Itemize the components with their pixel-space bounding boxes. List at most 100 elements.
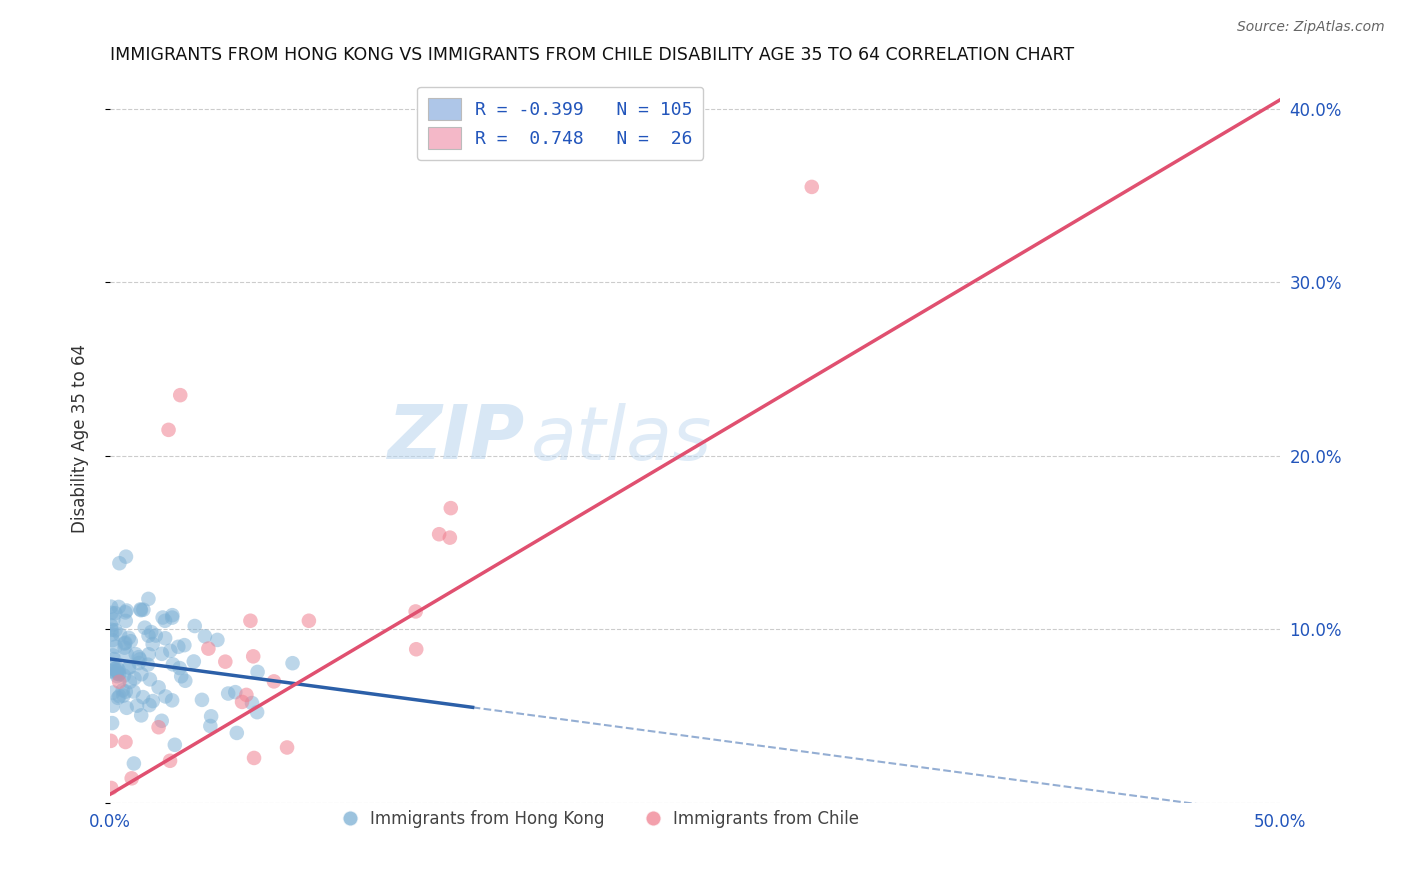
Point xyxy=(162,608,184,623)
Point xyxy=(129,602,152,616)
Y-axis label: Disability Age 35 to 64: Disability Age 35 to 64 xyxy=(72,344,89,533)
Point xyxy=(111,683,134,698)
Point xyxy=(108,674,131,689)
Point xyxy=(100,599,122,614)
Point xyxy=(138,698,160,713)
Point xyxy=(103,613,125,627)
Point xyxy=(108,627,131,641)
Point xyxy=(160,610,183,624)
Point xyxy=(246,665,269,679)
Point xyxy=(159,754,181,768)
Point xyxy=(142,637,165,651)
Point xyxy=(263,674,285,689)
Point xyxy=(405,642,427,657)
Point xyxy=(107,663,129,677)
Point xyxy=(138,591,160,606)
Point xyxy=(104,640,127,654)
Point xyxy=(194,629,217,643)
Point xyxy=(122,756,145,771)
Point xyxy=(105,661,128,675)
Point xyxy=(114,735,136,749)
Point xyxy=(207,632,229,647)
Point xyxy=(107,690,129,705)
Point xyxy=(104,606,127,620)
Point xyxy=(800,180,823,194)
Point xyxy=(118,631,141,645)
Point xyxy=(150,647,173,661)
Point xyxy=(155,690,177,704)
Point xyxy=(114,605,136,619)
Point xyxy=(118,675,141,690)
Point xyxy=(217,687,239,701)
Point xyxy=(129,652,152,666)
Point xyxy=(214,655,236,669)
Point xyxy=(115,603,138,617)
Point xyxy=(114,684,136,698)
Point xyxy=(103,685,125,699)
Point xyxy=(100,618,122,632)
Point xyxy=(118,660,141,674)
Point xyxy=(100,623,122,637)
Point xyxy=(114,636,136,650)
Point xyxy=(131,667,153,681)
Point xyxy=(139,673,162,687)
Point xyxy=(191,693,214,707)
Point xyxy=(122,684,145,698)
Point xyxy=(125,647,148,661)
Point xyxy=(136,657,159,672)
Point xyxy=(100,606,122,620)
Point xyxy=(174,673,197,688)
Point xyxy=(138,647,160,661)
Point xyxy=(120,634,142,648)
Point xyxy=(225,726,247,740)
Point xyxy=(427,527,450,541)
Point xyxy=(105,669,128,683)
Point xyxy=(200,719,222,733)
Point xyxy=(148,720,170,734)
Point xyxy=(101,698,124,713)
Point xyxy=(184,619,207,633)
Point xyxy=(276,740,298,755)
Point xyxy=(224,685,246,699)
Point xyxy=(103,662,125,676)
Point xyxy=(142,694,165,708)
Point xyxy=(101,633,124,648)
Point xyxy=(145,628,167,642)
Point xyxy=(152,610,174,624)
Point xyxy=(107,667,129,681)
Point xyxy=(108,667,131,681)
Point xyxy=(134,621,156,635)
Point xyxy=(100,734,122,748)
Point xyxy=(125,698,148,713)
Point xyxy=(132,603,155,617)
Point xyxy=(112,689,135,703)
Point xyxy=(105,664,128,678)
Point xyxy=(128,656,150,670)
Point xyxy=(148,681,170,695)
Text: ZIP: ZIP xyxy=(388,402,526,475)
Point xyxy=(173,638,195,652)
Point xyxy=(153,614,176,628)
Point xyxy=(150,714,173,728)
Text: Source: ZipAtlas.com: Source: ZipAtlas.com xyxy=(1237,20,1385,34)
Point xyxy=(243,751,266,765)
Point xyxy=(141,625,163,640)
Point xyxy=(100,780,122,795)
Point xyxy=(132,690,155,705)
Point xyxy=(104,624,127,638)
Point xyxy=(439,531,461,545)
Point xyxy=(183,655,205,669)
Point xyxy=(98,665,121,679)
Point xyxy=(281,656,304,670)
Point xyxy=(124,671,146,685)
Point xyxy=(157,423,180,437)
Point xyxy=(169,388,191,402)
Point xyxy=(242,649,264,664)
Point xyxy=(115,648,138,662)
Point xyxy=(239,614,262,628)
Point xyxy=(159,644,181,658)
Point xyxy=(240,696,263,710)
Point xyxy=(128,650,150,665)
Point xyxy=(167,640,190,654)
Point xyxy=(138,629,160,643)
